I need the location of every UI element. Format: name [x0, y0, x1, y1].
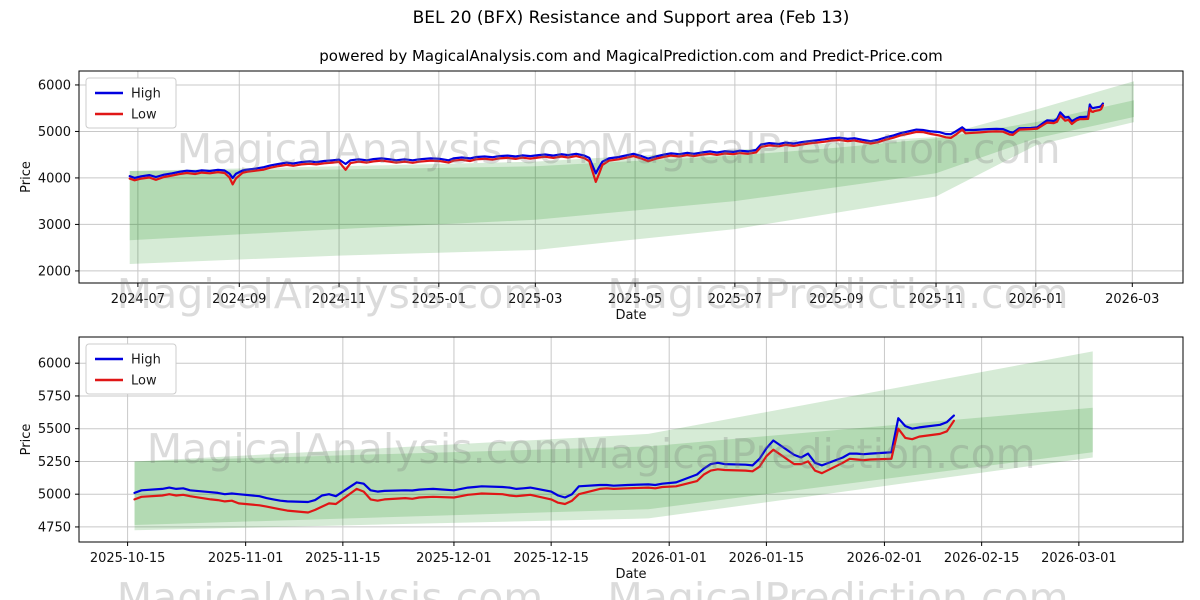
x-tick-label: 2026-02-01 — [847, 551, 923, 566]
support-resistance-bands — [129, 81, 1134, 264]
axis-labels: 2025-10-15 2025-11-01 2025-11-15 2025-12-01… — [19, 357, 1117, 582]
x-tick-label: 2025-07 — [708, 292, 762, 307]
y-tick-label: 5250 — [38, 455, 71, 470]
band-resistance-area — [134, 351, 1093, 531]
high-line — [128, 102, 1105, 179]
x-tick-label: 2026-01-15 — [729, 551, 805, 566]
chart-1: 2025-10-15 2025-11-01 2025-11-15 2025-12-01… — [19, 336, 1184, 582]
band-support-area — [129, 100, 1134, 241]
legend: High Low — [85, 77, 177, 129]
low-line — [133, 419, 956, 514]
y-tick-label: 5500 — [38, 422, 71, 437]
x-tick-label: 2025-03 — [508, 292, 562, 307]
page-subtitle: powered by MagicalAnalysis.com and Magic… — [319, 47, 943, 65]
y-tick-label: 3000 — [38, 218, 71, 233]
x-tick-label: 2025-09 — [809, 292, 863, 307]
y-tick-label: 5000 — [38, 488, 71, 503]
watermarks: MagicalAnalysis.comMagicalPrediction.com… — [117, 125, 1069, 600]
y-axis-label: Price — [19, 424, 34, 456]
low-line — [128, 104, 1105, 186]
x-tick-label: 2026-01-01 — [631, 551, 707, 566]
legend-label: Low — [131, 374, 157, 389]
axis-labels: 2024-07 2024-09 2024-11 2025-01 2025-03 2025-… — [19, 78, 1159, 323]
legend: High Low — [85, 343, 177, 395]
legend-box — [85, 77, 177, 129]
watermark-text: MagicalPrediction.com — [607, 574, 1068, 600]
high-line — [133, 414, 956, 504]
y-tick-label: 2000 — [38, 264, 71, 279]
y-tick-label: 6000 — [38, 357, 71, 372]
legend-label: Low — [131, 108, 157, 123]
y-tick-label: 4000 — [38, 171, 71, 186]
band-support-area — [134, 407, 1093, 525]
support-resistance-bands — [134, 351, 1093, 531]
legend-label: High — [131, 87, 161, 102]
plot-frame — [78, 70, 1184, 284]
watermark-text: MagicalAnalysis.com — [177, 125, 604, 173]
x-tick-label: 2025-10-15 — [90, 551, 166, 566]
y-tick-label: 4750 — [38, 520, 71, 535]
watermark-text: MagicalAnalysis.com — [117, 574, 544, 600]
watermark-text: MagicalAnalysis.com — [117, 270, 544, 318]
watermark-text: MagicalAnalysis.com — [147, 425, 574, 473]
x-tick-label: 2024-07 — [111, 292, 165, 307]
legend-box — [85, 343, 177, 395]
x-tick-label: 2025-11-01 — [208, 551, 284, 566]
x-axis-label: Date — [615, 308, 646, 323]
x-tick-label: 2024-11 — [312, 292, 366, 307]
x-tick-label: 2026-03-01 — [1041, 551, 1117, 566]
price-lines — [133, 414, 956, 514]
page-title: BEL 20 (BFX) Resistance and Support area… — [412, 8, 850, 28]
watermark-text: MagicalPrediction.com — [599, 125, 1060, 173]
chart-0: 2024-07 2024-09 2024-11 2025-01 2025-03 2025-… — [19, 70, 1184, 323]
x-tick-label: 2025-11-15 — [305, 551, 381, 566]
y-tick-label: 5000 — [38, 125, 71, 140]
y-axis-label: Price — [19, 161, 34, 193]
band-resistance-area — [129, 81, 1134, 264]
watermark-text: MagicalPrediction.com — [607, 270, 1068, 318]
x-tick-label: 2026-03 — [1105, 292, 1159, 307]
price-lines — [128, 102, 1105, 186]
x-tick-label: 2025-12-15 — [513, 551, 589, 566]
x-tick-label: 2025-11 — [909, 292, 963, 307]
legend-label: High — [131, 353, 161, 368]
y-tick-label: 5750 — [38, 389, 71, 404]
x-tick-label: 2026-01 — [1009, 292, 1063, 307]
plot-frame — [78, 336, 1184, 543]
x-tick-label: 2025-05 — [608, 292, 662, 307]
x-tick-label: 2024-09 — [212, 292, 266, 307]
x-tick-label: 2025-12-01 — [416, 551, 492, 566]
watermark-text: MagicalPrediction.com — [574, 430, 1035, 478]
x-tick-label: 2026-02-15 — [944, 551, 1020, 566]
gridlines — [79, 337, 1183, 542]
x-axis-label: Date — [615, 567, 646, 582]
x-tick-label: 2025-01 — [412, 292, 466, 307]
y-tick-label: 6000 — [38, 78, 71, 93]
